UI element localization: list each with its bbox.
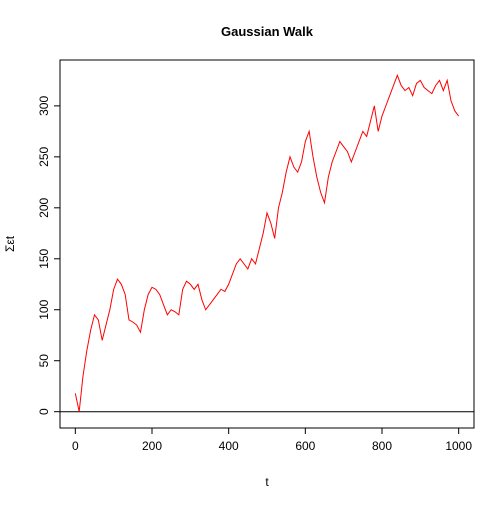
y-tick-label: 0: [37, 408, 51, 415]
x-tick-label: 400: [219, 439, 239, 453]
data-line: [74, 73, 460, 412]
x-tick-label: 0: [72, 439, 79, 453]
x-tick-label: 600: [295, 439, 315, 453]
y-axis-label: Σεt: [3, 235, 17, 252]
x-tick-label: 1000: [445, 439, 472, 453]
y-tick-label: 300: [37, 96, 51, 116]
y-tick-label: 150: [37, 248, 51, 268]
plot-frame: [59, 59, 475, 429]
x-tick-label: 800: [372, 439, 392, 453]
y-tick-label: 50: [37, 354, 51, 368]
x-tick-label: 200: [142, 439, 162, 453]
y-tick-label: 250: [37, 147, 51, 167]
chart-title: Gaussian Walk: [221, 24, 314, 39]
y-tick-label: 100: [37, 299, 51, 319]
y-tick-label: 200: [37, 197, 51, 217]
x-axis-label: t: [265, 475, 269, 489]
